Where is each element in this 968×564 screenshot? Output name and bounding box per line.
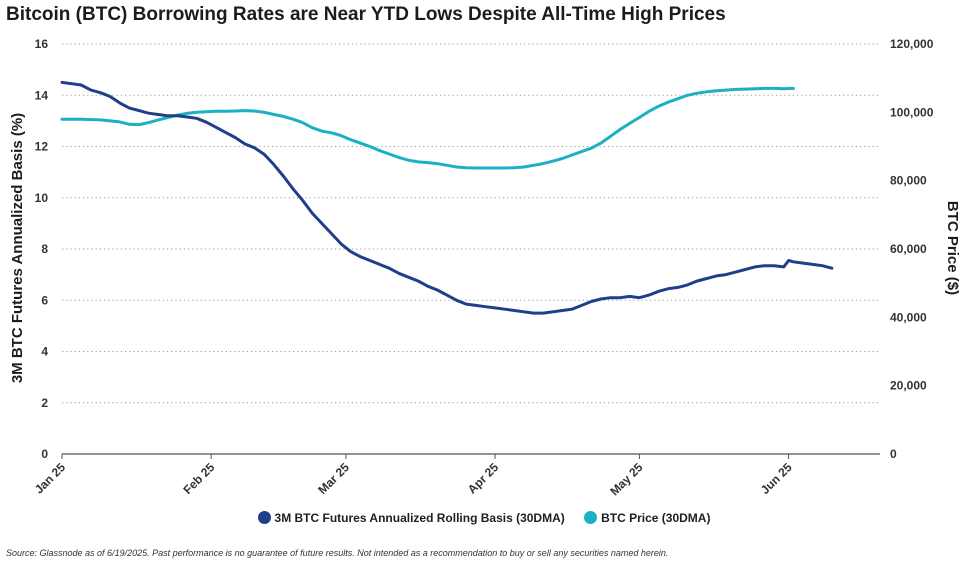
legend-item-price[interactable]: BTC Price (30DMA)	[584, 510, 711, 525]
series-line-futures-basis	[60, 80, 834, 315]
y-left-tick-label: 14	[35, 88, 49, 102]
y-left-tick-label: 6	[41, 293, 48, 307]
y-right-tick-label: 120,000	[890, 37, 934, 51]
legend-item-basis[interactable]: 3M BTC Futures Annualized Rolling Basis …	[257, 510, 565, 525]
x-tick-label: May 25	[607, 460, 645, 498]
grid-layer	[62, 43, 880, 404]
y-right-tick-label: 20,000	[890, 379, 927, 393]
y-left-tick-label: 8	[41, 242, 48, 256]
y-axis-left-title: 3M BTC Futures Annualized Basis (%)	[9, 113, 26, 383]
x-tick-label: Apr 25	[465, 460, 502, 497]
legend: 3M BTC Futures Annualized Rolling Basis …	[0, 510, 968, 525]
y-left-tick-label: 0	[41, 447, 48, 461]
y-left-tick-label: 10	[35, 191, 49, 205]
y-right-tick-label: 0	[890, 447, 897, 461]
legend-swatch-price	[584, 510, 598, 524]
y-right-tick-label: 60,000	[890, 242, 927, 256]
legend-swatch-basis	[257, 510, 271, 524]
axis-layer: 0 2 4 6 8 10 12 14 16 0 20,000 40,000 60,000 80,000 10…	[32, 37, 934, 498]
legend-label-price: BTC Price (30DMA)	[601, 510, 711, 525]
y-axis-right-title: BTC Price ($)	[944, 201, 961, 295]
y-left-tick-label: 16	[35, 37, 49, 51]
chart-title: Bitcoin (BTC) Borrowing Rates are Near Y…	[6, 4, 726, 25]
y-right-tick-label: 100,000	[890, 105, 934, 119]
y-left-tick-label: 2	[41, 396, 48, 410]
source-note: Source: Glassnode as of 6/19/2025. Past …	[6, 548, 669, 558]
x-tick-label: Jun 25	[758, 460, 795, 497]
y-left-tick-label: 4	[41, 345, 48, 359]
x-tick-label: Feb 25	[181, 460, 218, 497]
y-right-tick-label: 80,000	[890, 174, 927, 188]
series-layer	[60, 80, 834, 315]
legend-label-basis: 3M BTC Futures Annualized Rolling Basis …	[274, 510, 565, 525]
series-line-btc-price	[60, 86, 795, 170]
x-tick-label: Jan 25	[32, 460, 69, 497]
y-right-tick-label: 40,000	[890, 310, 927, 324]
x-tick-label: Mar 25	[315, 460, 352, 497]
y-left-tick-label: 12	[35, 140, 49, 154]
